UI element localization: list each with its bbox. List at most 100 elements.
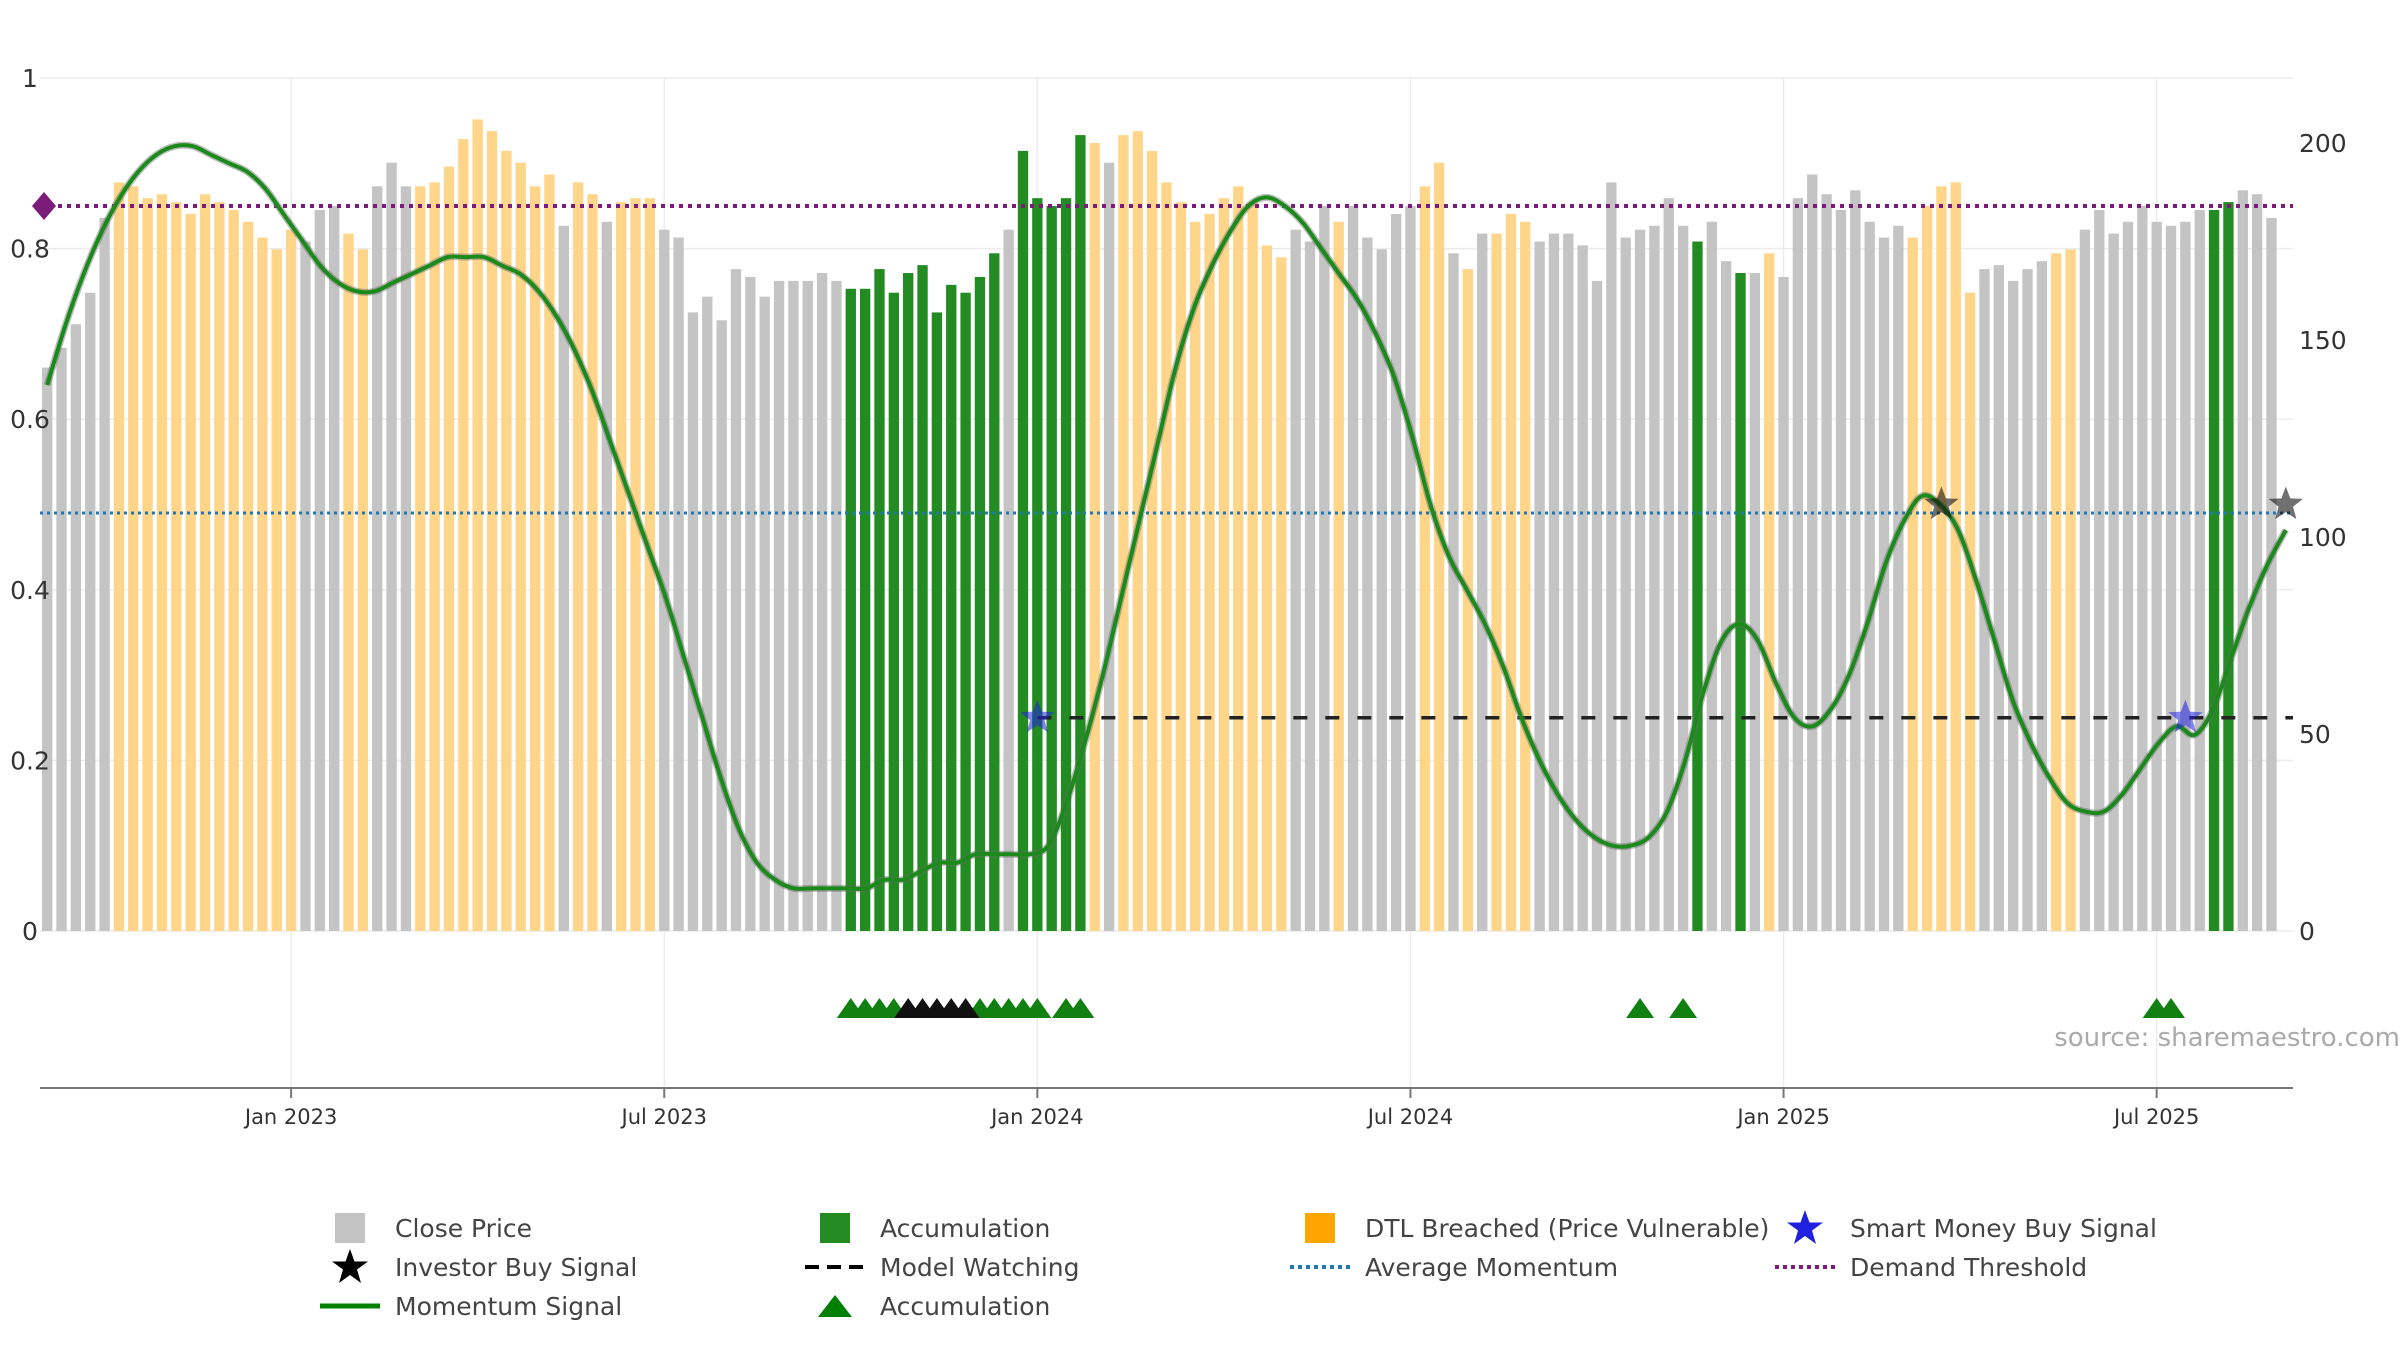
investor-buy-star	[2268, 486, 2303, 520]
price-bar	[558, 225, 569, 932]
price-bar	[874, 269, 885, 932]
price-bar	[1735, 273, 1746, 931]
price-bar	[1993, 265, 2004, 931]
price-bar	[1433, 162, 1445, 931]
legend-label: Demand Threshold	[1850, 1252, 2088, 1282]
legend-item: Momentum Signal	[320, 1288, 622, 1324]
price-bar	[2122, 221, 2134, 932]
right-tick-label: 150	[2299, 326, 2347, 355]
right-tick-label: 50	[2299, 720, 2331, 749]
price-bar	[1491, 233, 1502, 931]
legend-item: DTL Breached (Price Vulnerable)	[1290, 1210, 1769, 1246]
price-bar	[2194, 209, 2205, 932]
price-bar	[1792, 198, 1804, 931]
source-label: source: sharemaestro.com	[2054, 1023, 2400, 1053]
signal-triangle	[1626, 998, 1655, 1018]
price-bar	[2036, 261, 2048, 931]
right-tick-label: 200	[2299, 129, 2347, 158]
price-bar	[529, 186, 541, 932]
price-bar	[1419, 186, 1430, 932]
price-bar	[1749, 273, 1761, 931]
price-bar	[716, 320, 727, 931]
price-bar	[242, 221, 254, 932]
price-bar	[128, 186, 139, 932]
price-bar	[1893, 225, 1904, 932]
price-bar	[85, 292, 96, 932]
price-bar	[515, 162, 526, 931]
price-bar	[2237, 190, 2248, 931]
star-black-icon	[320, 1249, 380, 1285]
price-bar	[572, 182, 584, 931]
x-tick-label: Jul 2025	[2112, 1105, 2199, 1129]
price-bar	[1462, 269, 1474, 932]
price-bar	[1807, 174, 1818, 931]
price-bar	[372, 186, 383, 932]
legend-item: Average Momentum	[1290, 1249, 1618, 1285]
price-bar	[2180, 221, 2191, 932]
price-bar	[1146, 150, 1158, 931]
price-bar	[2108, 233, 2119, 931]
price-bar	[1046, 206, 1057, 932]
price-bar	[443, 166, 455, 931]
price-bar	[214, 202, 225, 932]
price-bar	[1290, 229, 1301, 931]
signal-triangle	[1669, 998, 1698, 1018]
price-bar	[1261, 245, 1273, 931]
demand-threshold-marker	[32, 191, 56, 220]
price-bar	[156, 194, 168, 932]
price-bar	[2065, 249, 2076, 931]
price-bar	[415, 186, 426, 932]
triangle-green-icon	[805, 1288, 865, 1324]
price-bar	[888, 292, 900, 932]
signal-markers	[836, 486, 2303, 1018]
price-bar	[1448, 253, 1459, 931]
price-bar	[1692, 241, 1703, 931]
price-bar	[730, 269, 742, 932]
price-bar	[1979, 269, 1990, 932]
price-bar	[1835, 209, 1847, 932]
signal-triangle	[2157, 998, 2186, 1018]
price-bar	[831, 280, 842, 931]
price-bar	[472, 119, 483, 932]
price-bar	[314, 209, 325, 932]
price-bar	[1003, 229, 1014, 931]
price-bar	[1649, 225, 1660, 932]
price-bar	[1276, 257, 1287, 931]
momentum-signal-line	[45, 143, 2288, 891]
price-bar	[759, 296, 770, 931]
line-green-icon	[320, 1288, 380, 1324]
price-bar	[587, 194, 598, 932]
price-bar	[1477, 233, 1488, 931]
price-bar	[773, 280, 785, 931]
price-bar	[788, 280, 799, 931]
price-bar	[1634, 229, 1646, 931]
price-bar	[1032, 198, 1043, 931]
right-tick-label: 100	[2299, 523, 2347, 552]
price-bar	[386, 162, 397, 931]
price-bar	[2151, 221, 2162, 932]
square-orange-icon	[1290, 1210, 1350, 1246]
price-bar	[343, 233, 354, 931]
price-bar	[142, 198, 153, 931]
price-bar	[616, 202, 627, 932]
legend-item: Close Price	[320, 1210, 532, 1246]
square-gray-icon	[320, 1210, 380, 1246]
left-tick-label: 1	[22, 64, 38, 93]
price-bar	[2022, 269, 2033, 932]
price-bar	[1677, 225, 1689, 932]
price-bar	[1376, 249, 1387, 931]
smart-money-buy-star	[2168, 699, 2203, 733]
investor-buy-star	[1924, 486, 1959, 520]
price-bar	[931, 312, 943, 931]
price-bar	[2208, 209, 2220, 932]
price-bar	[1505, 213, 1517, 932]
price-bar	[2223, 202, 2234, 932]
price-bar	[1017, 150, 1029, 931]
price-bar	[400, 186, 412, 932]
price-bar	[1907, 237, 1918, 931]
price-bar	[1204, 213, 1215, 932]
price-bar	[1247, 202, 1258, 932]
price-bar	[1075, 135, 1086, 931]
indicator-lines	[32, 141, 2293, 893]
